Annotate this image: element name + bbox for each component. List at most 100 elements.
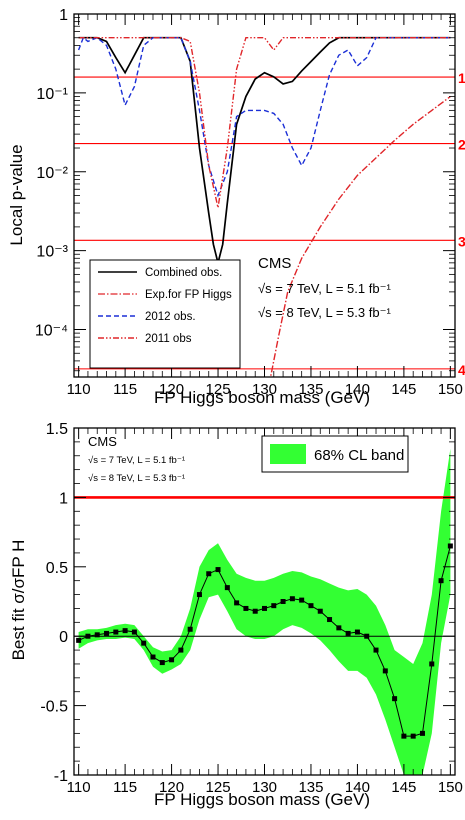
x-tick-label: 125 bbox=[206, 779, 231, 796]
x-tick-label: 135 bbox=[298, 381, 323, 398]
legend: Combined obs. Exp.for FP Higgs 2012 obs.… bbox=[89, 259, 241, 369]
best-fit-point bbox=[169, 657, 175, 663]
legend-label-expected: Exp.for FP Higgs bbox=[145, 289, 232, 301]
x-axis-label: FP Higgs boson mass (GeV) bbox=[154, 388, 370, 407]
best-fit-point bbox=[447, 543, 453, 549]
energy-line-2: √s = 8 TeV, L = 5.3 fb⁻¹ bbox=[258, 305, 391, 320]
y-axis-label: Local p-value bbox=[7, 144, 26, 245]
y-tick-label: 0 bbox=[59, 629, 68, 646]
sigma-label-3: 3σ bbox=[458, 233, 465, 249]
y-tick-label: 10⁻⁴ bbox=[35, 323, 68, 340]
energy-line-1-bottom: √s = 7 TeV, L = 5.1 fb⁻¹ bbox=[88, 455, 185, 466]
best-fit-point bbox=[252, 608, 258, 614]
best-fit-point bbox=[215, 567, 221, 573]
confidence-band bbox=[78, 448, 451, 775]
best-fit-point bbox=[327, 617, 333, 623]
legend-label-combined: Combined obs. bbox=[145, 267, 222, 279]
best-fit-point bbox=[336, 625, 342, 631]
best-fit-point bbox=[94, 632, 100, 638]
energy-line-2-bottom: √s = 8 TeV, L = 5.3 fb⁻¹ bbox=[88, 473, 185, 484]
best-fit-point bbox=[141, 640, 147, 646]
best-fit-point bbox=[159, 660, 165, 666]
pvalue-chart: 1σ 2σ 3σ 4σ 110 115 120 125 130 135 140 145 150 1 10⁻… bbox=[7, 7, 465, 407]
x-tick-label: 135 bbox=[298, 779, 323, 796]
x-tick-label: 125 bbox=[206, 381, 231, 398]
signal-strength-plot bbox=[74, 448, 455, 775]
best-fit-point bbox=[122, 628, 128, 634]
best-fit-point bbox=[364, 633, 370, 639]
axes-bottom: 110 115 120 125 130 135 140 145 150 -1 -0.5 0 0.5 1 1.… bbox=[40, 421, 462, 796]
x-tick-label: 110 bbox=[67, 779, 91, 796]
best-fit-point bbox=[345, 630, 351, 636]
legend-swatch-band bbox=[270, 444, 306, 464]
y-tick-label: -0.5 bbox=[40, 699, 68, 716]
y-tick-label: 1 bbox=[59, 7, 68, 24]
axes: 110 115 120 125 130 135 140 145 150 1 10⁻¹ 10⁻² 10⁻³… bbox=[35, 7, 463, 398]
x-tick-label: 145 bbox=[391, 779, 416, 796]
best-fit-point bbox=[224, 585, 230, 591]
x-tick-label: 120 bbox=[159, 381, 184, 398]
x-tick-label: 130 bbox=[252, 779, 277, 796]
x-tick-label: 140 bbox=[345, 779, 370, 796]
sigma-label-4: 4σ bbox=[458, 362, 465, 378]
best-fit-point bbox=[373, 647, 379, 653]
best-fit-point bbox=[243, 605, 249, 611]
best-fit-point bbox=[392, 696, 398, 702]
x-tick-label: 145 bbox=[391, 381, 416, 398]
best-fit-point bbox=[234, 600, 240, 606]
x-axis-label-bottom: FP Higgs boson mass (GeV) bbox=[154, 790, 370, 809]
curve-2012 bbox=[77, 36, 451, 198]
best-fit-point bbox=[104, 630, 110, 636]
best-fit-point bbox=[196, 592, 202, 598]
legend-label-band: 68% CL band bbox=[314, 447, 404, 464]
best-fit-point bbox=[262, 605, 267, 611]
sigma-label-1: 1σ bbox=[458, 70, 465, 86]
y-tick-label: 10⁻² bbox=[36, 165, 68, 182]
curve-expected bbox=[269, 95, 451, 377]
pvalue-curves bbox=[77, 36, 451, 377]
best-fit-point bbox=[206, 571, 212, 577]
legend-box bbox=[89, 259, 241, 369]
legend-label-2012: 2012 obs. bbox=[145, 311, 196, 323]
best-fit-point bbox=[76, 637, 82, 643]
best-fit-point bbox=[271, 603, 277, 609]
best-fit-point bbox=[178, 647, 184, 653]
x-tick-label: 150 bbox=[438, 381, 463, 398]
x-tick-label: 130 bbox=[252, 381, 277, 398]
best-fit-point bbox=[429, 661, 435, 667]
experiment-label: CMS bbox=[258, 255, 291, 272]
y-tick-label: -1 bbox=[54, 768, 68, 785]
x-tick-label: 120 bbox=[159, 779, 184, 796]
best-fit-point bbox=[299, 597, 305, 603]
curve-2011 bbox=[78, 37, 451, 208]
best-fit-point bbox=[410, 733, 416, 739]
best-fit-point bbox=[419, 730, 425, 736]
legend-label-2011: 2011 obs bbox=[145, 333, 192, 345]
best-fit-point bbox=[308, 603, 314, 609]
curve-combined bbox=[78, 36, 451, 264]
x-tick-label: 115 bbox=[113, 779, 137, 796]
best-fit-point bbox=[113, 629, 119, 635]
y-tick-label: 10⁻³ bbox=[36, 244, 68, 261]
x-tick-label: 110 bbox=[67, 381, 91, 398]
y-tick-label: 1.5 bbox=[46, 421, 68, 438]
y-tick-label: 0.5 bbox=[46, 560, 68, 577]
best-fit-point bbox=[85, 633, 91, 639]
x-tick-label: 115 bbox=[113, 381, 137, 398]
best-fit-point bbox=[382, 668, 388, 674]
signal-strength-chart: 110 115 120 125 130 135 140 145 150 -1 -0.5 0 0.5 1 1.… bbox=[9, 421, 463, 809]
x-tick-label: 140 bbox=[345, 381, 370, 398]
best-fit-point bbox=[289, 596, 295, 602]
best-fit-point bbox=[187, 626, 193, 632]
experiment-label-bottom: CMS bbox=[88, 434, 117, 449]
sigma-label-2: 2σ bbox=[458, 137, 465, 153]
best-fit-point bbox=[131, 629, 137, 635]
y-axis-label-bottom: Best fit σ/σFP H bbox=[9, 540, 28, 661]
x-tick-label: 150 bbox=[438, 779, 463, 796]
best-fit-point bbox=[354, 629, 360, 635]
best-fit-point bbox=[150, 654, 156, 660]
best-fit-point bbox=[280, 599, 286, 604]
legend-bottom: 68% CL band bbox=[261, 435, 409, 473]
energy-line-1: √s = 7 TeV, L = 5.1 fb⁻¹ bbox=[258, 281, 391, 296]
